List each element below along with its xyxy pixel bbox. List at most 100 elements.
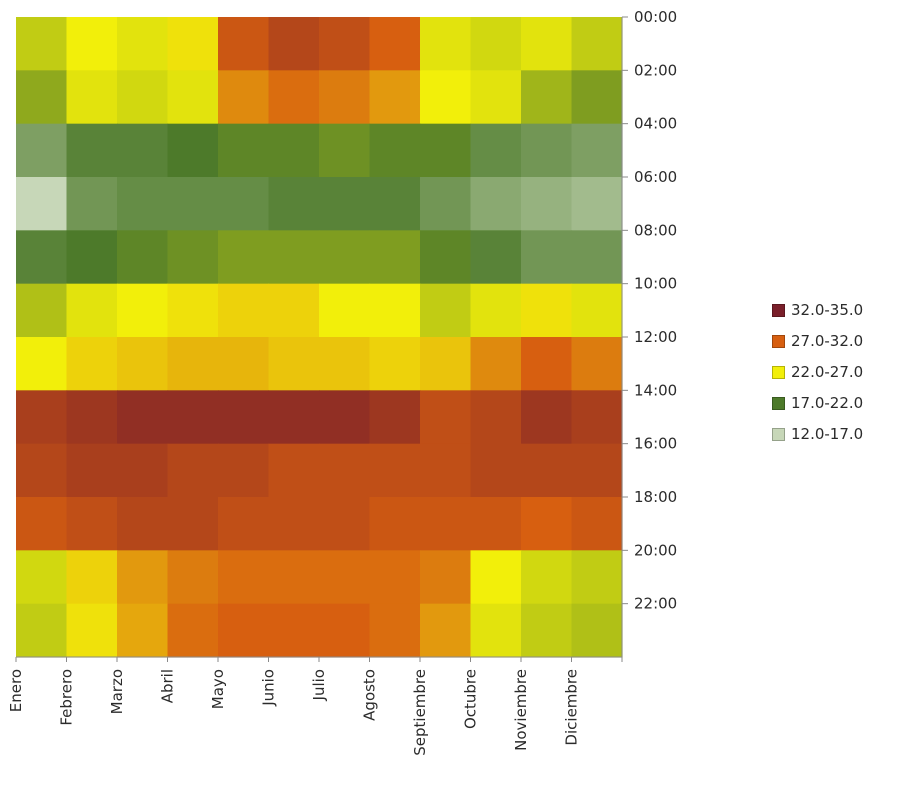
heatmap-cell — [268, 497, 320, 551]
heatmap-cell — [571, 177, 623, 231]
heatmap-cell — [117, 443, 169, 498]
heatmap-cell — [117, 230, 169, 285]
heatmap-cell — [66, 550, 118, 605]
heatmap-cell — [470, 603, 522, 658]
heatmap-cells — [16, 17, 623, 658]
heatmap-cell — [16, 550, 68, 605]
heatmap-cell — [470, 177, 522, 231]
heatmap-cell — [420, 177, 472, 231]
heatmap-cell — [117, 70, 169, 125]
heatmap-cell — [319, 550, 371, 605]
x-tick-label: Julio — [310, 669, 328, 701]
heatmap-cell — [571, 497, 623, 551]
heatmap-cell — [268, 283, 320, 338]
heatmap-cell — [369, 337, 421, 391]
heatmap-cell — [420, 497, 472, 551]
heatmap-cell — [571, 230, 623, 285]
heatmap-cell — [319, 123, 371, 178]
heatmap-cell — [571, 603, 623, 658]
heatmap-cell — [420, 603, 472, 658]
heatmap-cell — [420, 443, 472, 498]
heatmap-cell — [66, 123, 118, 178]
legend-swatch-1 — [772, 303, 785, 317]
x-tick-label: Abril — [159, 669, 177, 703]
y-tick-label: 18:00 — [634, 488, 677, 506]
heatmap-cell — [117, 123, 169, 178]
x-tick-label: Agosto — [361, 669, 379, 721]
heatmap-cell — [420, 70, 472, 125]
heatmap-cell — [521, 497, 573, 551]
heatmap-cell — [470, 497, 522, 551]
heatmap-cell — [369, 390, 421, 445]
heatmap-cell — [319, 177, 371, 231]
heatmap-cell — [117, 283, 169, 338]
heatmap-cell — [66, 390, 118, 445]
heatmap-cell — [66, 337, 118, 391]
heatmap-cell — [369, 443, 421, 498]
heatmap-cell — [66, 230, 118, 285]
heatmap-cell — [16, 337, 68, 391]
heatmap-cell — [268, 390, 320, 445]
heatmap-cell — [117, 177, 169, 231]
heatmap-cell — [167, 337, 219, 391]
heatmap-cell — [218, 550, 270, 605]
x-axis-labels: Enero Febrero Marzo Abril Mayo Junio Julio Agos… — [7, 669, 581, 756]
heatmap-cell — [117, 603, 169, 658]
legend-swatch-4 — [772, 396, 785, 410]
y-tick-label: 02:00 — [634, 61, 677, 79]
y-tick-label: 00:00 — [634, 8, 677, 26]
legend-swatch-2 — [772, 334, 785, 348]
heatmap-cell — [16, 390, 68, 445]
heatmap-cell — [268, 603, 320, 658]
heatmap-chart: Enero Febrero Marzo Abril Mayo Junio Julio Agos… — [7, 8, 677, 756]
y-tick-label: 10:00 — [634, 275, 677, 293]
heatmap-cell — [420, 17, 472, 71]
heatmap-cell — [420, 123, 472, 178]
heatmap-cell — [470, 230, 522, 285]
heatmap-cell — [521, 123, 573, 178]
heatmap-cell — [16, 123, 68, 178]
heatmap-cell — [16, 443, 68, 498]
legend-item-3: 22.0-27.0 — [772, 362, 863, 382]
y-tick-label: 20:00 — [634, 541, 677, 559]
heatmap-cell — [16, 603, 68, 658]
heatmap-cell — [319, 337, 371, 391]
x-tick-label: Septiembre — [411, 669, 429, 756]
heatmap-cell — [117, 390, 169, 445]
legend-item-5: 12.0-17.0 — [772, 424, 863, 444]
heatmap-cell — [16, 497, 68, 551]
legend-label-5: 12.0-17.0 — [791, 425, 864, 443]
heatmap-cell — [521, 337, 573, 391]
heatmap-cell — [117, 337, 169, 391]
heatmap-cell — [319, 70, 371, 125]
heatmap-cell — [470, 337, 522, 391]
heatmap-cell — [571, 123, 623, 178]
heatmap-cell — [167, 283, 219, 338]
heatmap-cell — [319, 283, 371, 338]
heatmap-cell — [319, 390, 371, 445]
heatmap-cell — [167, 497, 219, 551]
heatmap-cell — [521, 70, 573, 125]
y-tick-label: 08:00 — [634, 221, 677, 239]
x-tick-label: Mayo — [209, 669, 227, 709]
heatmap-cell — [16, 17, 68, 71]
heatmap-cell — [571, 17, 623, 71]
heatmap-cell — [66, 443, 118, 498]
heatmap-cell — [470, 550, 522, 605]
heatmap-cell — [167, 123, 219, 178]
heatmap-cell — [369, 230, 421, 285]
heatmap-cell — [167, 390, 219, 445]
legend-item-4: 17.0-22.0 — [772, 393, 863, 413]
heatmap-cell — [521, 443, 573, 498]
heatmap-cell — [470, 17, 522, 71]
heatmap-cell — [167, 550, 219, 605]
heatmap-cell — [470, 283, 522, 338]
heatmap-cell — [167, 70, 219, 125]
heatmap-cell — [268, 177, 320, 231]
heatmap-cell — [66, 17, 118, 71]
heatmap-cell — [16, 230, 68, 285]
legend-swatch-5 — [772, 427, 785, 441]
heatmap-cell — [571, 390, 623, 445]
legend-label-4: 17.0-22.0 — [791, 394, 864, 412]
x-tick-label: Junio — [260, 669, 278, 707]
